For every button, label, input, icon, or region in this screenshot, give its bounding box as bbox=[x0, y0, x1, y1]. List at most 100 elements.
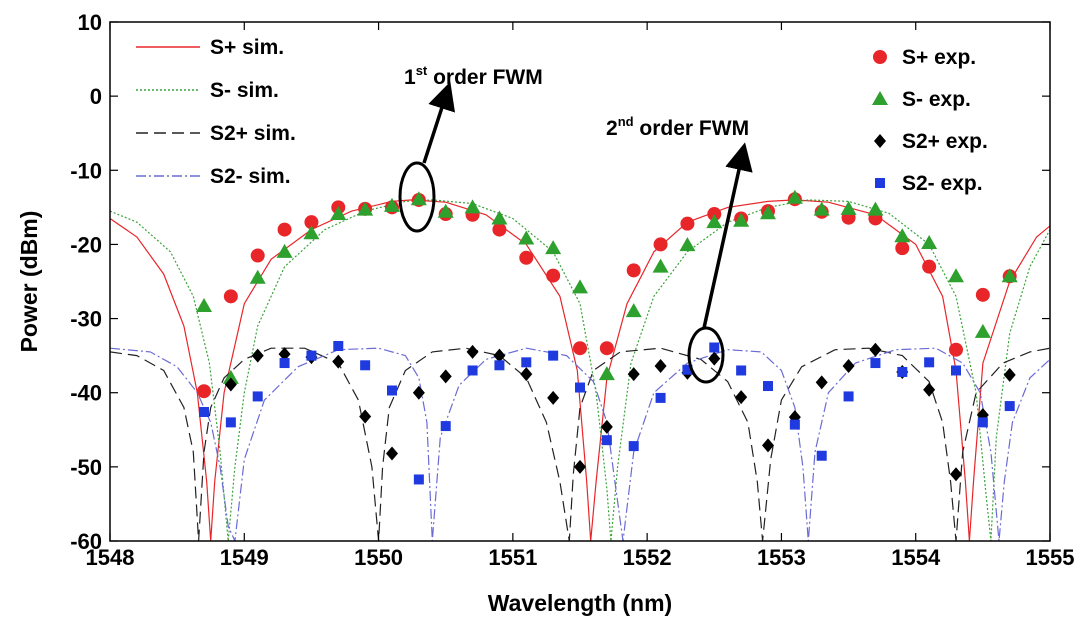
point-s2minus-exp bbox=[575, 382, 585, 393]
y-tick-label: -30 bbox=[70, 307, 102, 332]
legend-label-sminus-sim: S- sim. bbox=[210, 79, 279, 102]
point-s2plus-exp bbox=[762, 438, 774, 453]
annotation-ellipse bbox=[687, 326, 725, 384]
point-s2minus-exp bbox=[1004, 401, 1015, 412]
point-s2minus-exp bbox=[413, 474, 424, 485]
y-tick-label: -50 bbox=[70, 455, 102, 480]
point-splus-exp bbox=[599, 341, 614, 356]
point-sminus-exp bbox=[921, 234, 938, 249]
annotation-label: 2nd order FWM bbox=[606, 114, 749, 140]
point-sminus-exp bbox=[840, 200, 857, 215]
annotation-arrow bbox=[422, 81, 456, 164]
point-s2minus-exp bbox=[736, 365, 747, 376]
x-tick-label: 1550 bbox=[354, 545, 403, 570]
point-sminus-exp bbox=[813, 201, 830, 216]
plot-frame bbox=[109, 21, 1051, 542]
legend-label-s2plus-sim: S2+ sim. bbox=[210, 122, 296, 145]
legend-label-splus-sim: S+ sim. bbox=[210, 36, 284, 59]
point-splus-exp bbox=[492, 222, 507, 237]
point-s2minus-exp bbox=[440, 421, 451, 432]
point-s2plus-exp bbox=[815, 375, 828, 390]
point-s2plus-exp bbox=[654, 359, 667, 374]
point-sminus-exp bbox=[733, 212, 750, 227]
point-sminus-exp bbox=[357, 201, 374, 216]
legend-label-splus-exp: S+ exp. bbox=[902, 46, 976, 69]
point-sminus-exp bbox=[196, 297, 212, 312]
point-sminus-exp bbox=[652, 258, 669, 273]
point-sminus-exp bbox=[706, 214, 723, 229]
point-splus-exp bbox=[707, 207, 722, 222]
point-sminus-exp bbox=[330, 206, 347, 221]
point-sminus-exp bbox=[437, 203, 454, 218]
point-s2plus-exp bbox=[278, 347, 291, 362]
point-s2minus-exp bbox=[387, 385, 397, 396]
x-tick-label: 1553 bbox=[757, 545, 806, 570]
point-splus-exp bbox=[197, 384, 211, 399]
point-splus-exp bbox=[519, 250, 534, 265]
point-sminus-exp bbox=[222, 369, 239, 384]
fwm-annotations: 1st order FWM 2nd order FWM bbox=[398, 63, 753, 384]
point-s2plus-exp bbox=[574, 459, 586, 474]
y-tick-label: 0 bbox=[90, 84, 102, 109]
legend-simulation: S+ sim. S- sim. S2+ sim. S2- sim. bbox=[136, 36, 296, 188]
simulation-curves bbox=[110, 199, 1050, 541]
point-s2minus-exp bbox=[548, 350, 559, 361]
point-s2minus-exp bbox=[628, 441, 639, 452]
point-s2plus-exp bbox=[1003, 367, 1016, 382]
x-tick-label: 1551 bbox=[488, 545, 537, 570]
point-s2plus-exp bbox=[869, 342, 882, 357]
point-s2plus-exp bbox=[735, 390, 748, 405]
point-s2plus-exp bbox=[520, 367, 533, 382]
point-s2minus-exp bbox=[333, 341, 344, 352]
x-tick-label: 1548 bbox=[86, 545, 135, 570]
point-sminus-exp bbox=[384, 197, 400, 212]
point-s2minus-exp bbox=[870, 358, 881, 369]
point-s2minus-exp bbox=[306, 350, 317, 361]
y-tick-label: -10 bbox=[70, 158, 102, 183]
point-s2minus-exp bbox=[467, 365, 478, 376]
annotation-ellipse bbox=[398, 161, 436, 233]
point-s2plus-exp bbox=[412, 385, 425, 400]
point-sminus-exp bbox=[572, 279, 588, 294]
legend-label-s2minus-exp: S2- exp. bbox=[902, 172, 983, 195]
point-s2minus-exp bbox=[843, 391, 854, 402]
point-s2minus-exp bbox=[494, 360, 505, 371]
point-splus-exp bbox=[573, 341, 587, 356]
x-tick-label: 1549 bbox=[220, 545, 269, 570]
legend-marker-s2minus-exp bbox=[875, 178, 885, 188]
point-s2minus-exp bbox=[655, 392, 666, 403]
point-splus-exp bbox=[975, 287, 990, 302]
point-sminus-exp bbox=[303, 225, 320, 240]
y-tick-label: -40 bbox=[70, 381, 102, 406]
point-sminus-exp bbox=[786, 189, 803, 204]
point-s2plus-exp bbox=[627, 367, 640, 382]
y-axis-label: Power (dBm) bbox=[16, 211, 42, 353]
line-s2minus-sim bbox=[110, 347, 1050, 541]
legend-label-s2minus-sim: S2- sim. bbox=[210, 165, 291, 188]
x-tick-label: 1552 bbox=[623, 545, 672, 570]
point-s2plus-exp bbox=[950, 467, 962, 482]
point-s2plus-exp bbox=[359, 409, 372, 424]
annotation-arrow bbox=[702, 142, 753, 329]
annotation-label: 1st order FWM bbox=[404, 63, 543, 89]
experimental-points bbox=[196, 189, 1018, 485]
point-splus-exp bbox=[546, 268, 561, 283]
point-splus-exp bbox=[304, 215, 319, 230]
point-sminus-exp bbox=[894, 228, 911, 243]
point-s2minus-exp bbox=[360, 360, 371, 371]
legend-experiment: S+ exp. S- exp. S2+ exp. S2- exp. bbox=[872, 46, 988, 195]
point-s2minus-exp bbox=[709, 342, 720, 353]
point-splus-exp bbox=[653, 237, 668, 252]
point-splus-exp bbox=[680, 216, 695, 231]
point-s2plus-exp bbox=[386, 446, 398, 461]
axis-ticks: 1548 1549 1550 1551 1552 1553 1554 1555 10 0 -10 -2… bbox=[70, 10, 1074, 570]
point-s2minus-exp bbox=[252, 391, 263, 402]
legend-label-sminus-exp: S- exp. bbox=[902, 88, 971, 111]
point-s2plus-exp bbox=[923, 382, 936, 397]
y-tick-label: -20 bbox=[70, 232, 102, 257]
point-splus-exp bbox=[949, 342, 963, 357]
point-s2minus-exp bbox=[816, 450, 827, 461]
point-splus-exp bbox=[922, 259, 937, 274]
